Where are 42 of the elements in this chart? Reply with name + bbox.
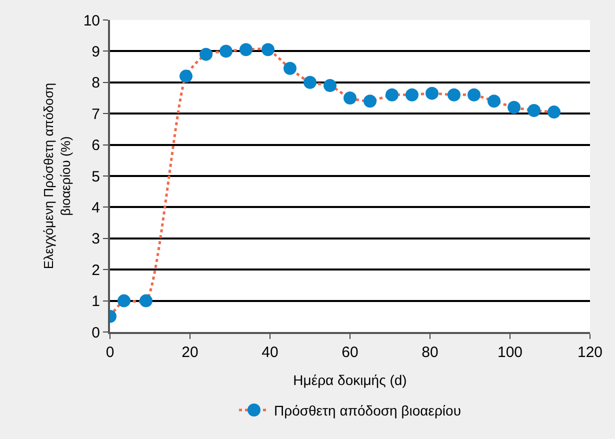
y-tick-label: 6 xyxy=(92,137,100,154)
point xyxy=(406,88,418,102)
y-tick-label: 5 xyxy=(92,168,100,186)
x-tick-label: 20 xyxy=(182,344,198,361)
y-tick-label: 8 xyxy=(92,74,100,92)
point xyxy=(488,94,500,108)
point xyxy=(324,79,336,92)
legend-label: Πρόσθετη απόδοση βιοαερίου xyxy=(274,402,461,418)
point xyxy=(118,294,130,308)
y-tick-label: 4 xyxy=(92,199,100,216)
x-tick-label: 120 xyxy=(577,344,603,361)
y-tick-label: 9 xyxy=(92,43,100,60)
y-tick-label: 3 xyxy=(92,230,100,248)
x-tick-label: 0 xyxy=(106,344,114,361)
point xyxy=(426,86,438,100)
y-tick-label: 2 xyxy=(92,262,100,279)
point xyxy=(344,92,356,104)
point xyxy=(548,106,560,119)
point xyxy=(220,44,232,58)
point xyxy=(508,100,520,114)
point xyxy=(468,88,480,102)
x-tick-label: 80 xyxy=(422,344,438,361)
y-tick-label: 10 xyxy=(83,12,100,30)
point xyxy=(240,43,252,56)
x-tick-label: 40 xyxy=(262,344,278,361)
point xyxy=(262,43,274,56)
y-tick-label: 7 xyxy=(92,106,100,123)
point xyxy=(284,62,296,75)
point xyxy=(448,88,460,102)
point xyxy=(386,88,398,102)
point xyxy=(304,76,316,89)
x-tick-label: 60 xyxy=(342,344,358,361)
point xyxy=(200,48,212,61)
x-tick-label: 100 xyxy=(497,344,523,361)
point xyxy=(180,70,192,83)
x-axis-title: Ημέρα δοκιμής (d) xyxy=(293,372,407,388)
point xyxy=(140,294,152,308)
point xyxy=(364,94,376,108)
point xyxy=(528,104,540,117)
y-tick-label: 1 xyxy=(92,293,100,310)
y-tick-label: 0 xyxy=(92,324,100,342)
y-axis-title: Ελεγχόμενη Πρόσθετη απόδοση βιοαερίου (%) xyxy=(40,82,73,270)
